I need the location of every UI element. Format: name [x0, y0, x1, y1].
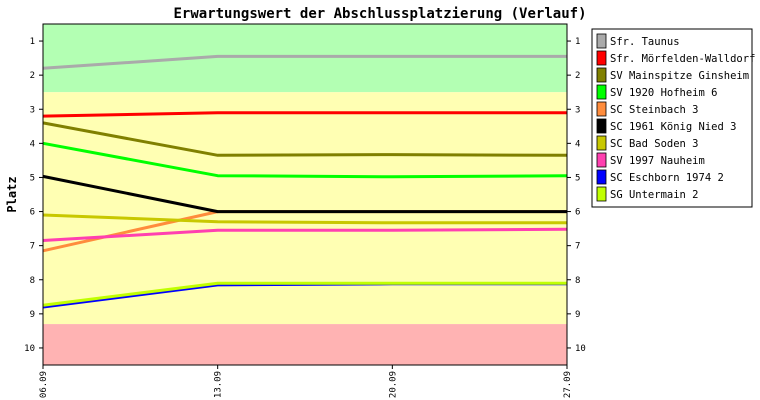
y-tick-label-right: 6	[575, 208, 580, 218]
x-tick-label: 06.09	[39, 371, 49, 398]
y-tick-label-left: 5	[30, 173, 35, 183]
legend-label-8: SC Eschborn 1974 2	[610, 172, 724, 184]
y-tick-label-right: 7	[575, 242, 580, 252]
y-tick-label-left: 4	[30, 139, 35, 149]
x-tick-label: 13.09	[214, 371, 224, 398]
band-2	[43, 324, 567, 365]
series-line-9	[42, 281, 567, 307]
series-line-0	[42, 54, 567, 70]
series-line-7	[42, 227, 568, 242]
chart-title: Erwartungswert der Abschlussplatzierung …	[173, 6, 586, 22]
legend-swatch-2	[596, 67, 607, 83]
series-line-2	[42, 121, 568, 157]
legend-swatch-7	[596, 152, 607, 168]
y-tick-label-left: 3	[30, 105, 35, 115]
legend-swatch-1	[596, 50, 607, 66]
plot-frame	[42, 23, 568, 366]
y-tick-label-right: 9	[575, 310, 580, 320]
series-line-1	[42, 111, 567, 118]
legend-box	[591, 28, 753, 208]
plot-area: 1 1 2 2 3 3 4 4 5 5 6 6 7 7 8 8 9 9 10 10 06.09 13.09 20.09 27.…	[24, 23, 586, 398]
y-tick-label-right: 10	[575, 344, 586, 354]
y-axis-label: Platz	[5, 176, 19, 212]
band-1	[43, 92, 567, 325]
y-tick-label-right: 8	[575, 276, 580, 286]
series-line-5	[42, 174, 567, 214]
y-tick-label-right: 4	[575, 139, 580, 149]
legend-swatch-4	[596, 101, 607, 117]
legend-label-1: Sfr. Mörfelden-Walldorf	[610, 53, 755, 65]
legend-swatch-9	[596, 186, 607, 202]
series-line-3	[42, 141, 568, 179]
y-tick-label-left: 7	[30, 242, 35, 252]
y-tick-label-right: 2	[575, 71, 580, 81]
legend-swatch-8	[596, 169, 607, 185]
y-tick-label-left: 10	[24, 344, 35, 354]
y-tick-label-left: 8	[30, 276, 35, 286]
legend-label-2: SV Mainspitze Ginsheim	[610, 70, 749, 82]
legend-label-0: Sfr. Taunus	[610, 36, 680, 48]
legend-swatch-5	[596, 118, 607, 134]
legend-label-3: SV 1920 Hofheim 6	[610, 87, 717, 99]
y-tick-label-right: 3	[575, 105, 580, 115]
y-tick-label-right: 5	[575, 173, 580, 183]
y-tick-label-left: 2	[30, 71, 35, 81]
legend-swatch-6	[596, 135, 607, 151]
legend-swatch-3	[596, 84, 607, 100]
legend-label-9: SG Untermain 2	[610, 189, 699, 201]
y-tick-label-right: 1	[575, 37, 580, 47]
legend-label-5: SC 1961 König Nied 3	[610, 121, 736, 133]
series-line-6	[42, 213, 567, 225]
legend-label-6: SC Bad Soden 3	[610, 138, 699, 150]
x-tick-label: 27.09	[563, 371, 573, 398]
y-tick-label-left: 6	[30, 208, 35, 218]
legend: Sfr. Taunus Sfr. Mörfelden-Walldorf SV Mai…	[591, 28, 755, 208]
y-tick-label-left: 1	[30, 37, 35, 47]
x-tick-label: 20.09	[388, 371, 398, 398]
legend-label-4: SC Steinbach 3	[610, 104, 699, 116]
y-tick-label-left: 9	[30, 310, 35, 320]
legend-swatch-0	[596, 33, 607, 49]
legend-label-7: SV 1997 Nauheim	[610, 155, 705, 167]
band-0	[43, 24, 567, 93]
